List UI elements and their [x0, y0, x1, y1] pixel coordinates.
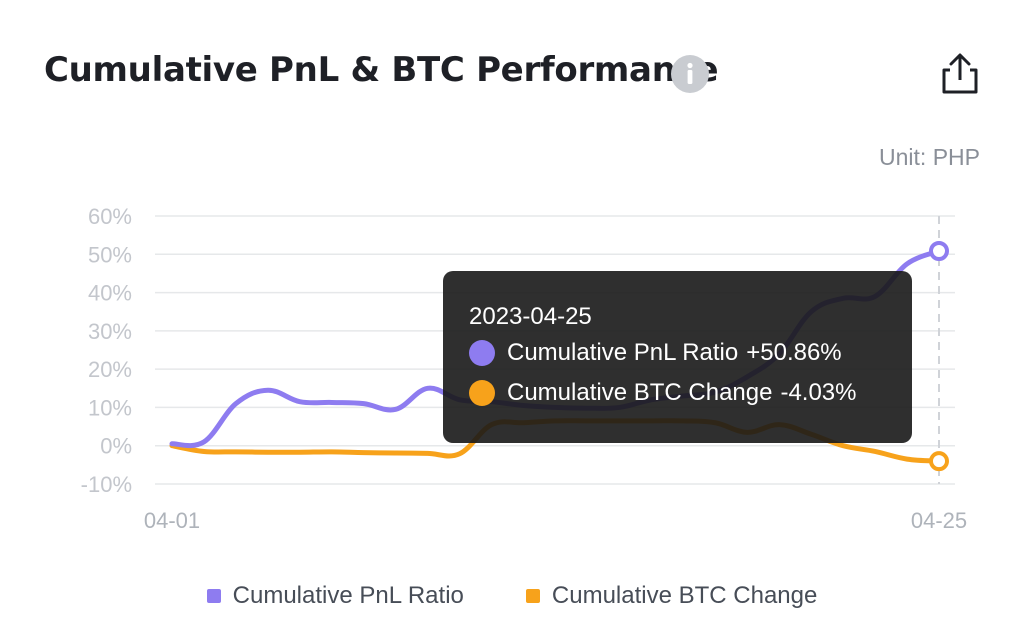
y-tick-label: 20%: [88, 357, 132, 382]
y-tick-label: 50%: [88, 242, 132, 267]
legend: Cumulative PnL Ratio Cumulative BTC Chan…: [0, 582, 1024, 610]
legend-item-btc[interactable]: Cumulative BTC Change: [525, 582, 818, 610]
x-tick-label: 04-25: [911, 508, 967, 533]
legend-swatch: [206, 589, 221, 603]
highlight-marker: [929, 451, 949, 472]
btc-dot: [469, 380, 495, 406]
tooltip-row-btc: Cumulative BTC Change -4.03%: [469, 379, 857, 407]
tooltip-date: 2023-04-25: [469, 303, 592, 330]
x-tick-label: 04-01: [144, 508, 200, 533]
share-icon[interactable]: [938, 50, 982, 98]
tooltip-label: Cumulative PnL Ratio: [507, 339, 739, 366]
legend-label: Cumulative PnL Ratio: [232, 582, 464, 609]
legend-item-pnl[interactable]: Cumulative PnL Ratio: [206, 582, 464, 610]
chart-title: Cumulative PnL & BTC Performance: [44, 50, 719, 90]
tooltip-row-pnl: Cumulative PnL Ratio +50.86%: [469, 339, 842, 367]
tooltip-label: Cumulative BTC Change: [507, 379, 773, 406]
tooltip: 2023-04-25 Cumulative PnL Ratio +50.86% …: [443, 271, 912, 443]
y-tick-label: 40%: [88, 281, 132, 306]
y-tick-label: 0%: [100, 434, 132, 459]
tooltip-value: +50.86%: [746, 339, 842, 366]
unit-label: Unit: PHP: [879, 144, 980, 170]
y-tick-label: 10%: [88, 395, 132, 420]
tooltip-value: -4.03%: [780, 379, 857, 406]
pnl-dot: [469, 340, 495, 366]
y-tick-label: 30%: [88, 319, 132, 344]
y-tick-label: -10%: [81, 472, 132, 497]
legend-swatch: [525, 589, 540, 603]
info-icon[interactable]: [670, 54, 710, 94]
y-tick-label: 60%: [88, 204, 132, 229]
legend-label: Cumulative BTC Change: [551, 582, 818, 609]
highlight-marker: [929, 240, 949, 261]
